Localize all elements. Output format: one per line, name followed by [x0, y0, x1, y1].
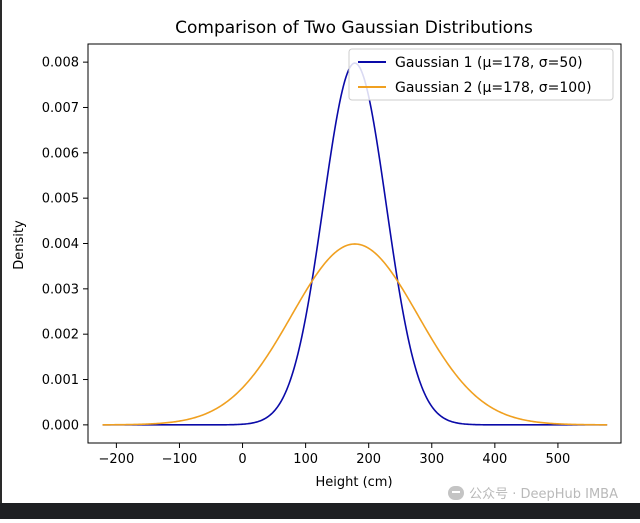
- wechat-logo-icon: [448, 485, 465, 500]
- y-tick-label: 0.003: [42, 282, 79, 297]
- plot-area: [102, 62, 608, 426]
- x-tick-label: 500: [546, 452, 571, 467]
- y-tick-label: 0.000: [42, 418, 79, 433]
- x-axis-label: Height (cm): [315, 475, 392, 490]
- window-left-edge: [0, 0, 2, 519]
- y-tick-label: 0.005: [42, 192, 79, 207]
- x-tick-label: −200: [99, 452, 135, 467]
- y-tick-label: 0.002: [42, 328, 79, 343]
- legend-box: [348, 48, 614, 101]
- x-tick-label: 0: [238, 452, 246, 467]
- watermark: 公众号 · DeepHub IMBA: [448, 483, 618, 502]
- bottom-dark-strip: [0, 503, 640, 519]
- x-tick-label: 400: [482, 452, 507, 467]
- y-tick-label: 0.008: [42, 56, 79, 71]
- series-line-gaussian-2: [102, 243, 608, 426]
- x-tick-label: −100: [162, 452, 198, 467]
- watermark-text: 公众号 · DeepHub IMBA: [469, 487, 618, 502]
- y-axis-label: Density: [12, 220, 27, 270]
- legend: Gaussian 1 (μ=178, σ=50) Gaussian 2 (μ=1…: [348, 48, 614, 101]
- x-tick-label: 100: [293, 452, 318, 467]
- legend-label-gaussian-2: Gaussian 2 (μ=178, σ=100): [395, 80, 592, 96]
- legend-label-gaussian-1: Gaussian 1 (μ=178, σ=50): [395, 55, 583, 71]
- y-tick-label: 0.007: [42, 101, 79, 116]
- x-tick-label: 200: [356, 452, 381, 467]
- y-tick-label: 0.001: [42, 373, 79, 388]
- y-tick-label: 0.006: [42, 146, 79, 161]
- x-tick-label: 300: [419, 452, 444, 467]
- y-tick-label: 0.004: [42, 237, 79, 252]
- axes: −200 −100 0 100 200 300 400 500 0.000 0.001 0.002 0…: [42, 43, 622, 467]
- chart-title: Comparison of Two Gaussian Distributions: [175, 18, 533, 38]
